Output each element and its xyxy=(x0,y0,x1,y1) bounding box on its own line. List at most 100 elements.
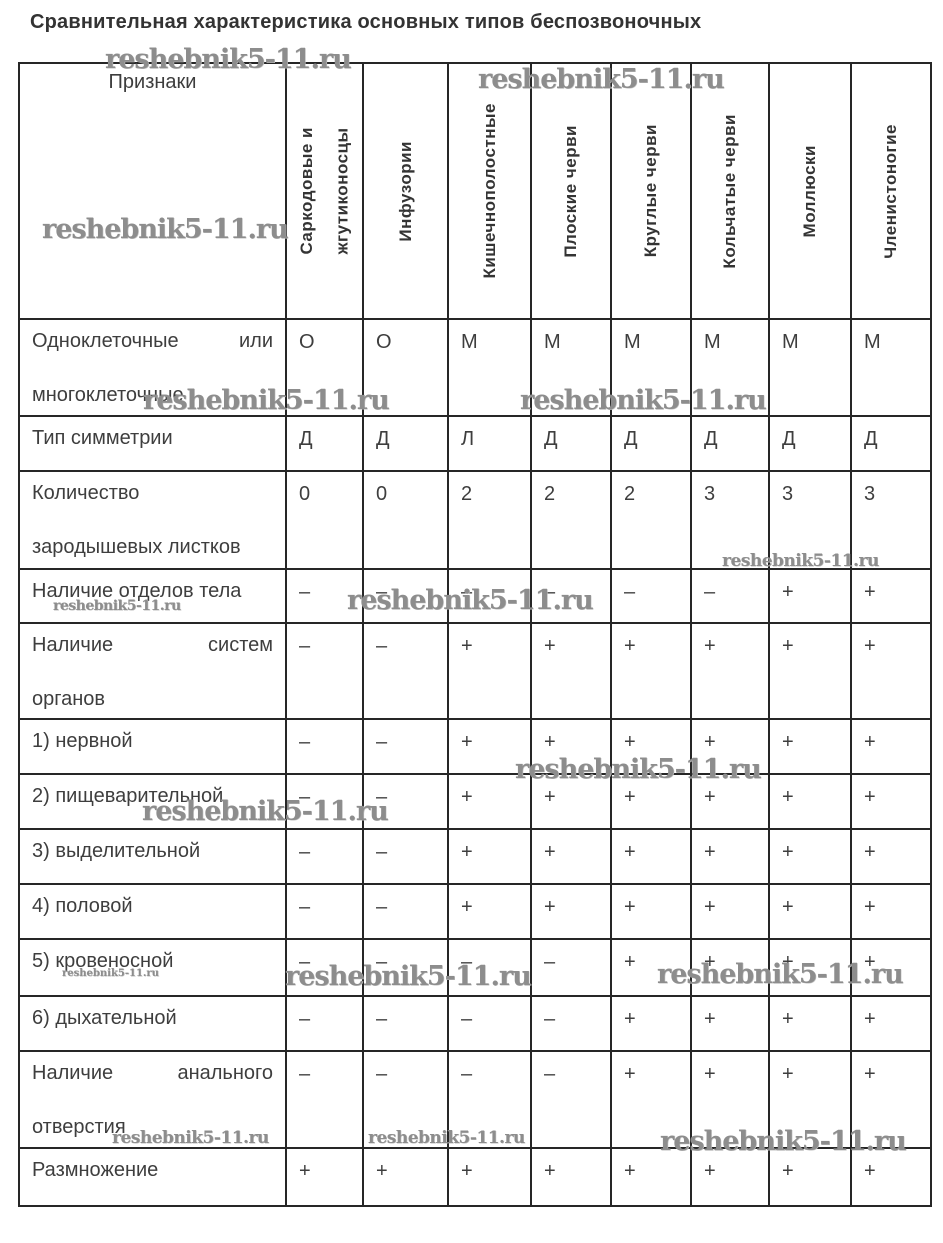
value-cell: + xyxy=(532,1149,612,1207)
value-cell: – xyxy=(449,997,532,1052)
value-cell: + xyxy=(612,775,692,830)
value-cell: – xyxy=(364,830,449,885)
feature-cell: Одноклеточные или многоклеточные xyxy=(20,320,287,417)
value-cell: – xyxy=(612,570,692,624)
value-cell: – xyxy=(364,1052,449,1149)
value-cell: – xyxy=(364,885,449,940)
value-cell: 0 xyxy=(364,472,449,570)
value-cell: + xyxy=(692,775,770,830)
feature-line: отверстия xyxy=(32,1116,126,1138)
feature-line: органов xyxy=(32,688,106,710)
value-cell: + xyxy=(612,1149,692,1207)
value-cell: – xyxy=(287,720,364,775)
value-cell: + xyxy=(612,940,692,997)
feature-line: зародышевых листков xyxy=(32,536,241,558)
value-cell: + xyxy=(770,624,852,720)
value-cell: – xyxy=(364,997,449,1052)
feature-line: Одноклеточные или xyxy=(32,330,273,352)
value-cell: – xyxy=(449,570,532,624)
feature-cell: Наличие отделов тела xyxy=(20,570,287,624)
value-cell: – xyxy=(287,885,364,940)
value-cell: М xyxy=(692,320,770,417)
value-cell: + xyxy=(770,720,852,775)
value-cell: М xyxy=(852,320,932,417)
value-cell: – xyxy=(287,775,364,830)
value-cell: – xyxy=(364,720,449,775)
value-cell: + xyxy=(532,830,612,885)
value-cell: + xyxy=(692,830,770,885)
value-cell: Д xyxy=(770,417,852,472)
value-cell: – xyxy=(532,997,612,1052)
value-cell: Д xyxy=(692,417,770,472)
value-cell: + xyxy=(692,940,770,997)
value-cell: – xyxy=(287,997,364,1052)
feature-line: Наличие систем xyxy=(32,634,273,656)
feature-line: Тип симметрии xyxy=(32,427,173,449)
feature-cell: 1) нервной xyxy=(20,720,287,775)
value-cell: + xyxy=(852,775,932,830)
feature-cell: 4) половой xyxy=(20,885,287,940)
value-cell: М xyxy=(532,320,612,417)
value-cell: Д xyxy=(364,417,449,472)
value-cell: – xyxy=(287,1052,364,1149)
column-header-label: Круглые черви xyxy=(641,124,661,258)
value-cell: М xyxy=(612,320,692,417)
value-cell: + xyxy=(770,830,852,885)
value-cell: Д xyxy=(287,417,364,472)
column-header-label: Инфузории xyxy=(395,140,415,242)
value-cell: – xyxy=(364,940,449,997)
value-cell: + xyxy=(449,624,532,720)
value-cell: + xyxy=(449,720,532,775)
value-cell: – xyxy=(692,570,770,624)
feature-line: 3) выделительной xyxy=(32,840,201,862)
value-cell: + xyxy=(532,624,612,720)
value-cell: + xyxy=(449,885,532,940)
value-cell: 2 xyxy=(532,472,612,570)
value-cell: – xyxy=(449,940,532,997)
column-header-label: Кишечнополостные xyxy=(479,103,499,279)
column-header: Членистоногие xyxy=(852,64,932,320)
value-cell: – xyxy=(532,1052,612,1149)
value-cell: + xyxy=(449,775,532,830)
value-cell: – xyxy=(364,775,449,830)
value-cell: – xyxy=(287,624,364,720)
feature-cell: Наличие анального отверстия xyxy=(20,1052,287,1149)
value-cell: 2 xyxy=(612,472,692,570)
value-cell: 2 xyxy=(449,472,532,570)
value-cell: + xyxy=(612,1052,692,1149)
value-cell: + xyxy=(612,997,692,1052)
value-cell: + xyxy=(692,720,770,775)
comparison-table: Признаки Саркодовые и жгутиконосцы Инфузо… xyxy=(18,62,932,1207)
column-header: Саркодовые и жгутиконосцы xyxy=(287,64,364,320)
feature-line: Количество xyxy=(32,482,140,504)
corner-header: Признаки xyxy=(20,64,287,320)
page-title: Сравнительная характеристика основных ти… xyxy=(30,11,702,33)
value-cell: + xyxy=(612,885,692,940)
value-cell: – xyxy=(364,570,449,624)
value-cell: + xyxy=(692,1052,770,1149)
value-cell: + xyxy=(692,1149,770,1207)
value-cell: Д xyxy=(532,417,612,472)
feature-line: 1) нервной xyxy=(32,730,133,752)
column-header: Круглые черви xyxy=(612,64,692,320)
value-cell: + xyxy=(852,830,932,885)
value-cell: Л xyxy=(449,417,532,472)
value-cell: + xyxy=(532,775,612,830)
feature-line: Наличие отделов тела xyxy=(32,580,242,602)
value-cell: – xyxy=(287,830,364,885)
value-cell: + xyxy=(770,885,852,940)
value-cell: + xyxy=(770,570,852,624)
value-cell: – xyxy=(532,940,612,997)
value-cell: + xyxy=(532,720,612,775)
value-cell: + xyxy=(612,830,692,885)
value-cell: Д xyxy=(612,417,692,472)
value-cell: + xyxy=(770,997,852,1052)
column-header-label: Плоские черви xyxy=(561,124,581,258)
column-header-label: Моллюски xyxy=(800,144,820,238)
value-cell: – xyxy=(287,940,364,997)
value-cell: М xyxy=(770,320,852,417)
value-cell: – xyxy=(364,624,449,720)
feature-line: Размножение xyxy=(32,1159,159,1181)
value-cell: + xyxy=(852,720,932,775)
feature-cell: Количество зародышевых листков xyxy=(20,472,287,570)
